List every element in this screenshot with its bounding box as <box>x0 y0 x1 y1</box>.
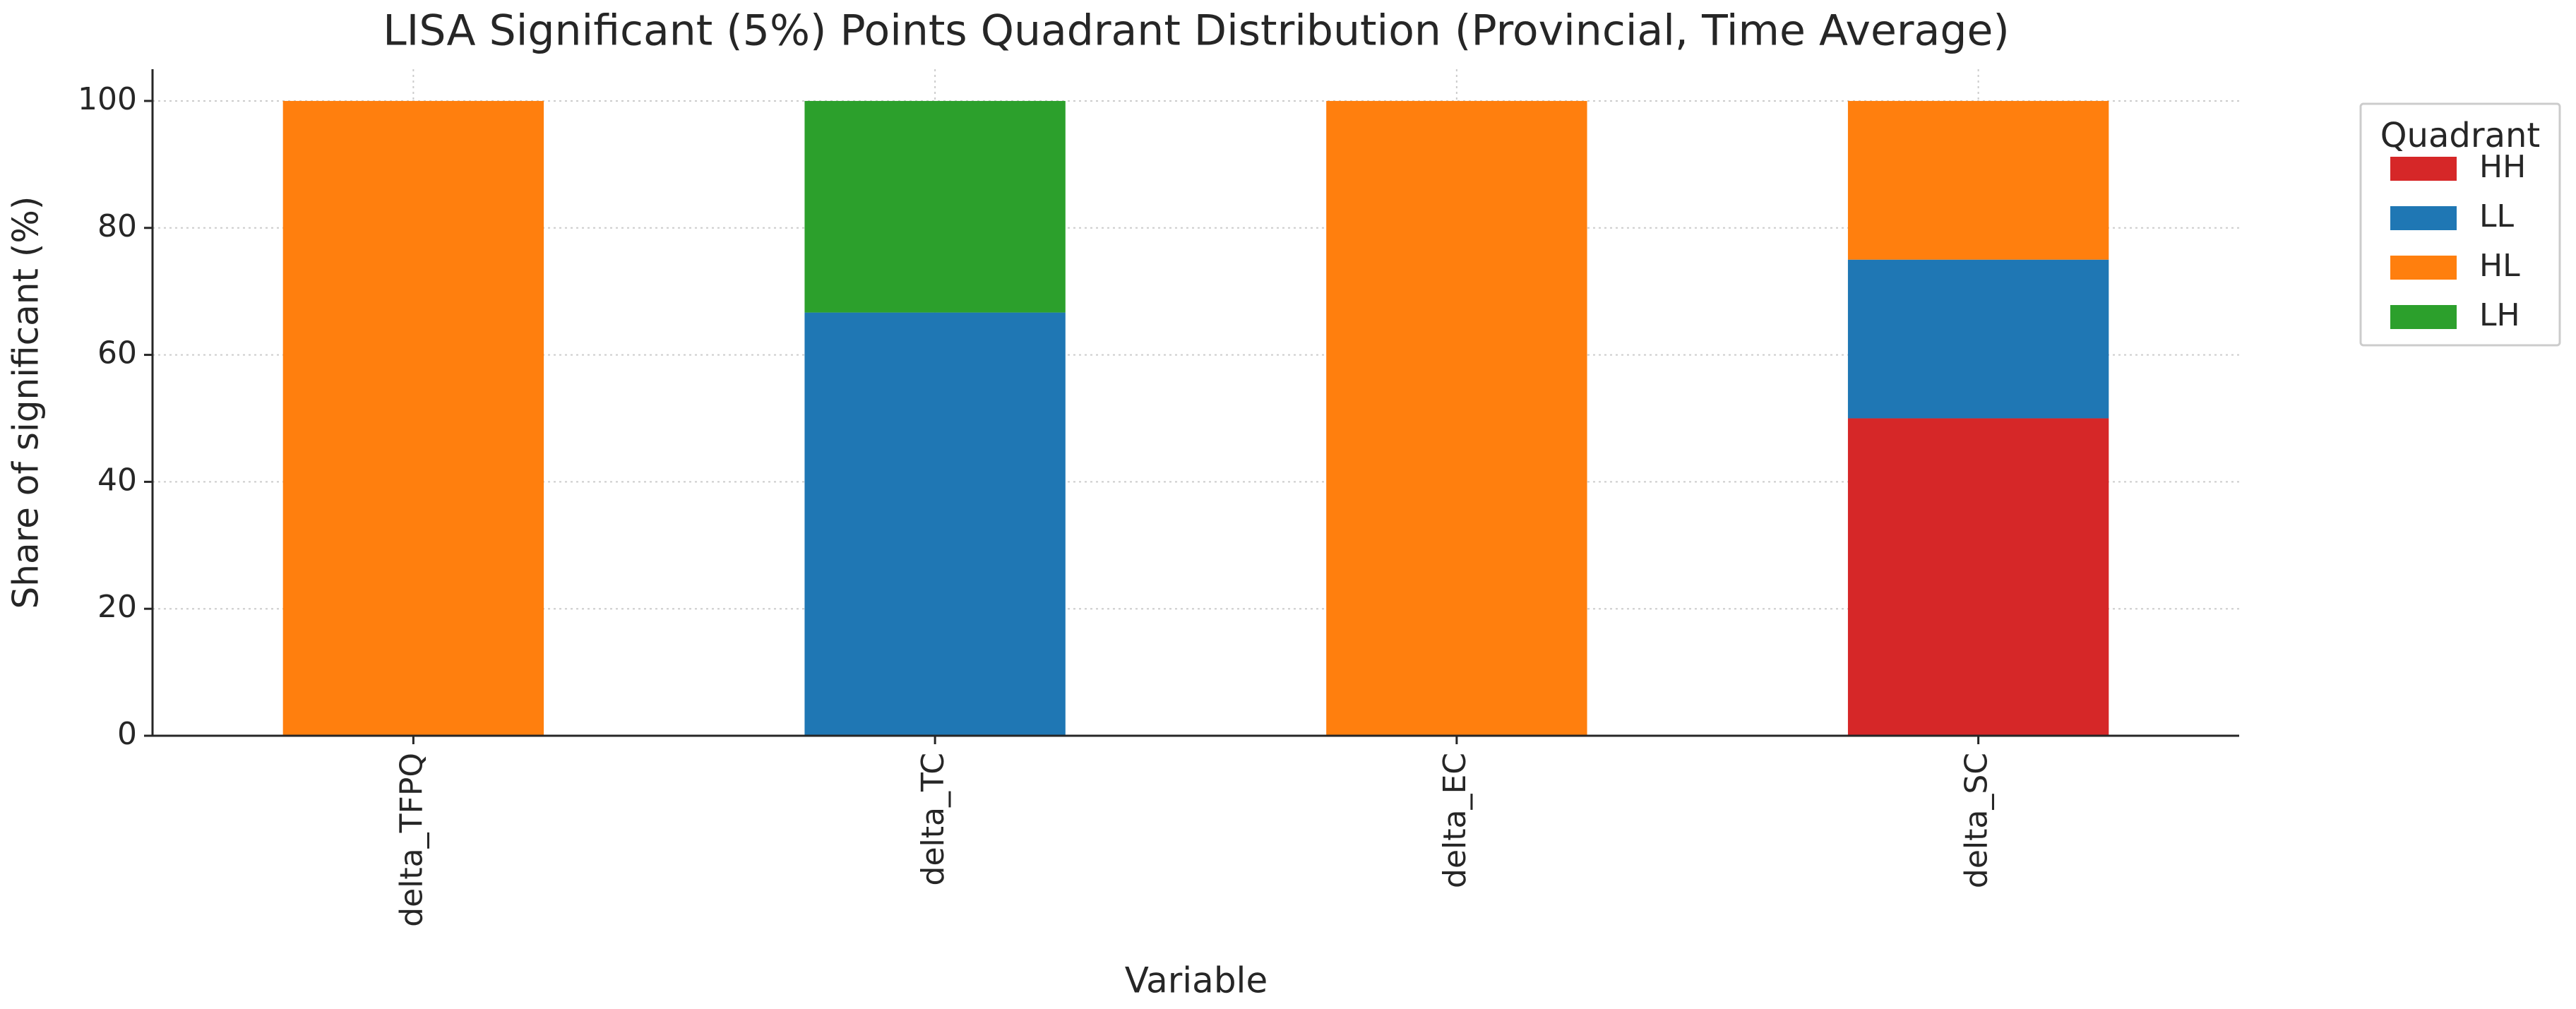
legend-swatch <box>2390 206 2457 230</box>
legend-label: HL <box>2479 248 2520 284</box>
x-tick-label: delta_EC <box>1437 753 1473 888</box>
y-tick-label: 60 <box>97 335 137 371</box>
bar-segment <box>804 312 1066 736</box>
legend-swatch <box>2390 157 2457 181</box>
x-axis-label: Variable <box>1125 960 1268 1001</box>
x-tick-label: delta_TC <box>915 753 951 885</box>
x-tick-label: delta_SC <box>1959 753 1995 888</box>
chart-title: LISA Significant (5%) Points Quadrant Di… <box>383 6 2010 56</box>
legend-label: LL <box>2479 198 2515 234</box>
bar-segment <box>1847 100 2109 260</box>
y-tick-label: 0 <box>117 716 137 752</box>
bar-segment <box>1326 100 1587 736</box>
x-tick-label: delta_TFPQ <box>393 753 429 927</box>
y-tick-label: 20 <box>97 589 137 625</box>
bar-segment <box>804 100 1066 313</box>
legend-swatch <box>2390 256 2457 280</box>
legend-label: HH <box>2479 149 2526 185</box>
legend-title: Quadrant <box>2380 116 2540 155</box>
bar-segment <box>282 100 544 736</box>
y-tick-label: 100 <box>78 81 137 117</box>
legend-label: LH <box>2479 297 2520 333</box>
bar-segment <box>1847 259 2109 419</box>
y-tick-label: 40 <box>97 462 137 498</box>
legend-swatch <box>2390 305 2457 329</box>
y-tick-label: 80 <box>97 208 137 244</box>
bar-segment <box>1847 418 2109 736</box>
y-axis-label: Share of significant (%) <box>6 196 47 609</box>
